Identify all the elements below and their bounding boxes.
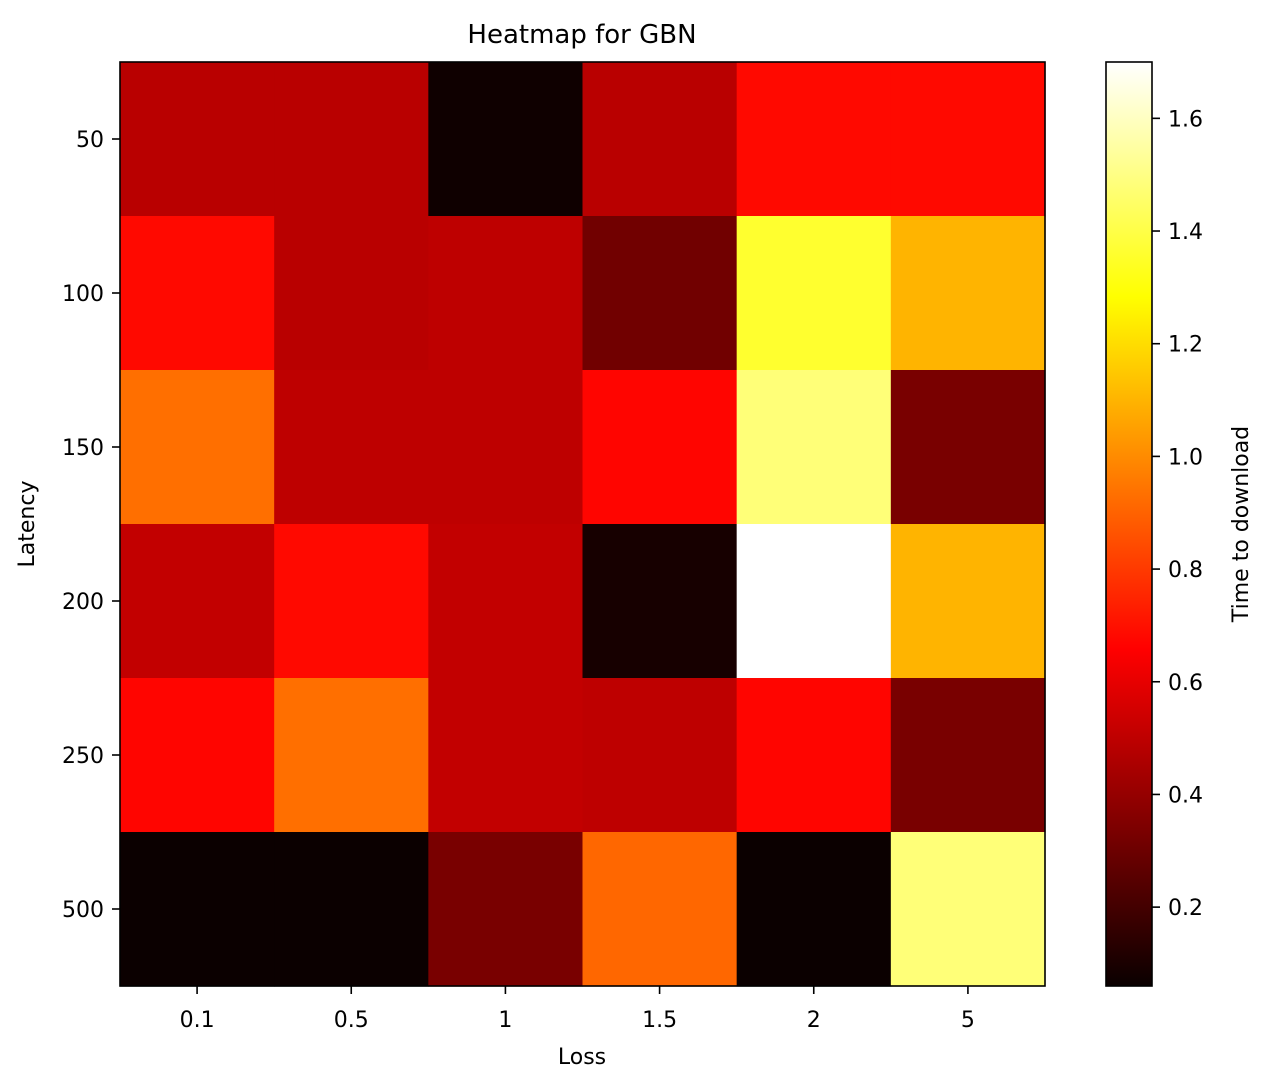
colorbar: [1105, 61, 1153, 987]
x-tick-label: 1: [498, 1008, 512, 1033]
heatmap-cell: [736, 832, 892, 987]
plot-frame: [119, 61, 1046, 987]
heatmap-cell: [120, 370, 275, 525]
x-tick-label: 5: [961, 1008, 975, 1033]
x-tick-label: 0.5: [334, 1008, 369, 1033]
heatmap-cell: [582, 524, 738, 679]
heatmap-cell: [582, 62, 738, 217]
colorbar-tick-label: 1.0: [1168, 445, 1203, 470]
heatmap-cell: [736, 370, 892, 525]
colorbar-tick-label: 1.2: [1168, 333, 1203, 358]
y-tick-label: 50: [76, 128, 104, 153]
heatmap-cell: [890, 678, 1046, 833]
heatmap-cell: [274, 62, 429, 217]
heatmap-cell: [428, 370, 584, 525]
heatmap-cell: [120, 832, 275, 987]
heatmap-cell: [582, 370, 738, 525]
colorbar-tick-label: 0.8: [1168, 558, 1203, 583]
heatmap-cell: [736, 62, 892, 217]
x-tick-label: 0.1: [180, 1008, 215, 1033]
colorbar-tick-label: 1.6: [1168, 107, 1203, 132]
heatmap-cell: [120, 62, 275, 217]
heatmap-cell: [890, 370, 1046, 525]
heatmap-cell: [274, 832, 429, 987]
heatmap-cell: [428, 678, 584, 833]
heatmap-cell: [274, 524, 429, 679]
heatmap-cell: [120, 678, 275, 833]
colorbar-label: Time to download: [1229, 426, 1254, 623]
heatmap-cell: [890, 216, 1046, 371]
y-tick-label: 250: [62, 744, 104, 769]
heatmap-cell: [428, 832, 584, 987]
colorbar-tick-label: 1.4: [1168, 220, 1203, 245]
heatmap-cell: [736, 524, 892, 679]
heatmap-cell: [274, 216, 429, 371]
heatmap-cell: [428, 524, 584, 679]
colorbar-tick-label: 0.4: [1168, 783, 1203, 808]
heatmap-cell: [582, 832, 738, 987]
heatmap-cell: [274, 678, 429, 833]
colorbar-tick-label: 0.6: [1168, 671, 1203, 696]
heatmap-cell: [736, 216, 892, 371]
heatmap-cell: [890, 524, 1046, 679]
heatmap-cell: [274, 370, 429, 525]
y-tick-label: 500: [62, 898, 104, 923]
heatmap-cell: [890, 832, 1046, 987]
heatmap-cell: [120, 216, 275, 371]
colorbar-tick-label: 0.2: [1168, 896, 1203, 921]
y-axis-ticks: 50 100 150 200 250 500: [62, 128, 120, 923]
y-tick-label: 200: [62, 590, 104, 615]
heatmap-cell: [582, 216, 738, 371]
heatmap-cells: [120, 62, 1046, 987]
heatmap-cell: [120, 524, 275, 679]
x-axis-ticks: 0.1 0.5 1 1.5 2 5: [180, 986, 975, 1033]
y-tick-label: 100: [62, 282, 104, 307]
x-axis-label: Loss: [558, 1045, 606, 1066]
heatmap-cell: [428, 62, 584, 217]
x-tick-label: 2: [807, 1008, 821, 1033]
y-tick-label: 150: [62, 436, 104, 461]
chart-title: Heatmap for GBN: [467, 20, 696, 50]
heatmap-cell: [582, 678, 738, 833]
heatmap-cell: [890, 62, 1046, 217]
heatmap-cell: [428, 216, 584, 371]
colorbar-ticks: 0.2 0.4 0.6 0.8 1.0 1.2 1.4 1.6: [1152, 107, 1203, 921]
x-tick-label: 1.5: [642, 1008, 677, 1033]
y-axis-label: Latency: [15, 481, 40, 568]
heatmap-cell: [736, 678, 892, 833]
